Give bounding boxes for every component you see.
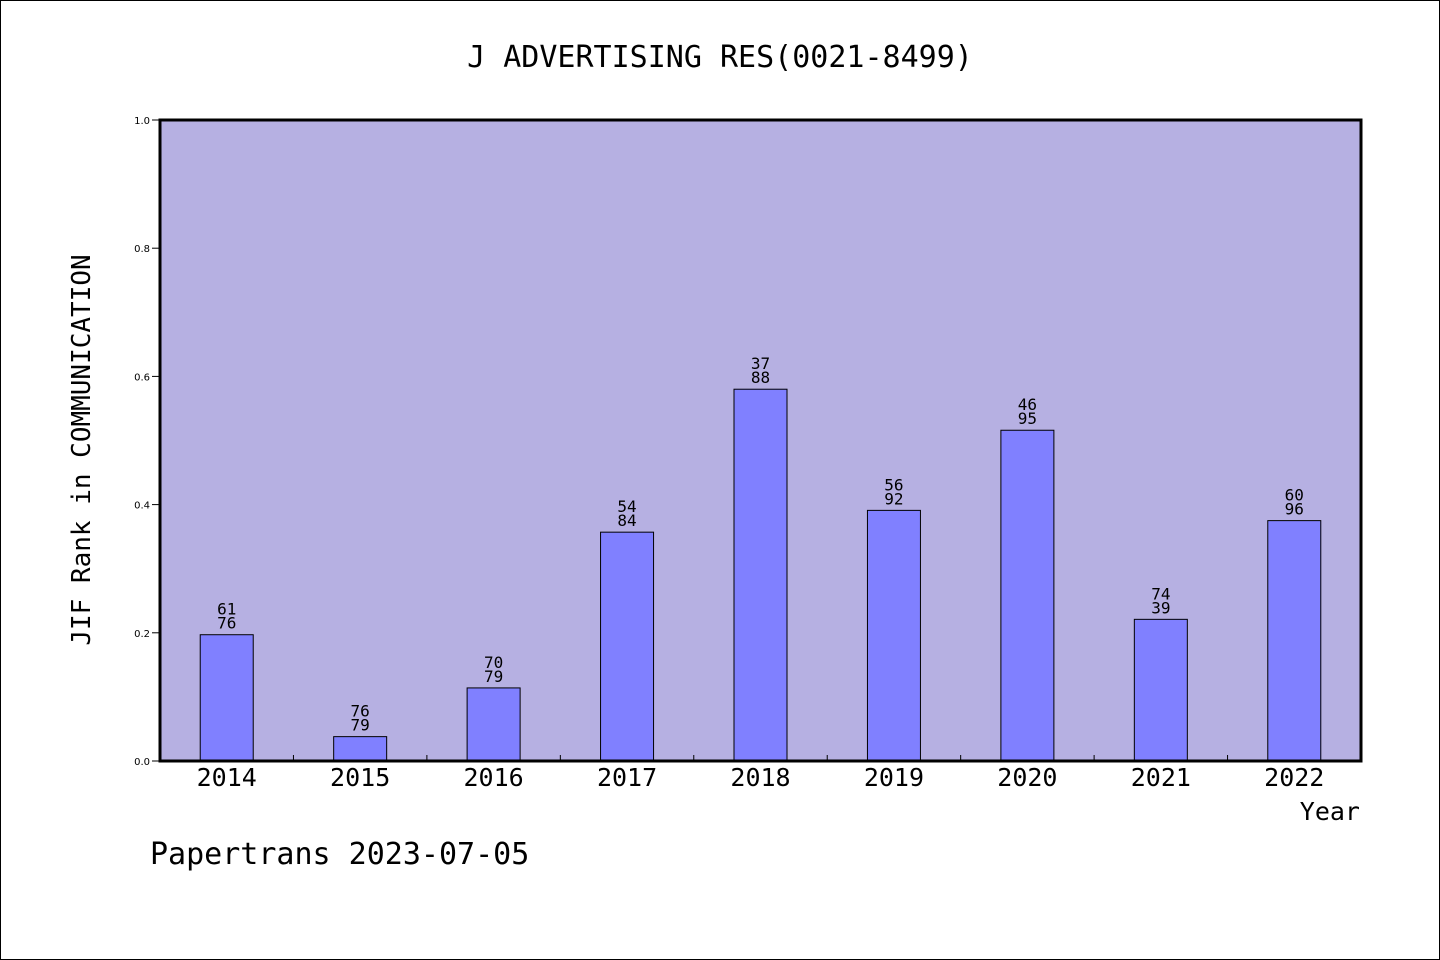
bar-2014 (199, 634, 254, 762)
y-tick-label-0.0: 0.0 (134, 757, 150, 768)
y-tick-label-0.4: 0.4 (134, 501, 150, 512)
bar-rank-label-2014: 61 (217, 600, 236, 619)
bar-rank-label-2016: 70 (484, 653, 503, 672)
y-axis-label: JIF Rank in COMMUNICATION (67, 254, 97, 645)
y-tick-label-1.0: 1.0 (134, 116, 150, 127)
plot-border (158, 118, 1363, 763)
bar-rank-label-2019: 56 (884, 475, 903, 494)
bar-2020 (1000, 429, 1055, 762)
bar-rank-label-2021: 74 (1151, 584, 1170, 603)
x-axis-label: Year (1300, 797, 1360, 826)
y-axis: 0.0 0.2 0.4 0.6 0.8 1.0 (134, 116, 160, 768)
bar-total-label-2016: 79 (484, 667, 503, 686)
x-tick-label-2022: 2022 (1264, 763, 1324, 792)
bar-2016 (466, 687, 521, 762)
bar-2021 (1133, 618, 1188, 762)
x-tick-label-2017: 2017 (597, 763, 657, 792)
x-tick-label-2020: 2020 (997, 763, 1057, 792)
chart-title: J ADVERTISING RES(0021-8499) (467, 40, 973, 75)
bar-total-label-2022: 96 (1285, 500, 1304, 519)
bar-2019 (866, 509, 921, 762)
x-tick-label-2016: 2016 (464, 763, 524, 792)
y-tick-label-0.8: 0.8 (134, 244, 150, 255)
x-tick-label-2015: 2015 (330, 763, 390, 792)
bar-2017 (600, 531, 655, 762)
bar-rank-label-2022: 60 (1285, 486, 1304, 505)
bar-total-label-2021: 39 (1151, 598, 1170, 617)
footer-source-date: Papertrans 2023-07-05 (150, 837, 529, 872)
x-tick-label-2021: 2021 (1131, 763, 1191, 792)
bar-rank-label-2018: 37 (751, 354, 770, 373)
bar-2015 (333, 736, 388, 762)
bar-total-label-2014: 76 (217, 614, 236, 633)
bar-2018 (733, 388, 788, 762)
bar-rank-label-2017: 54 (617, 497, 636, 516)
bar-total-label-2017: 84 (617, 511, 636, 530)
bar-rank-label-2015: 76 (351, 702, 370, 721)
x-tick-label-2019: 2019 (864, 763, 924, 792)
y-tick-label-0.2: 0.2 (134, 629, 150, 640)
y-tick-label-0.6: 0.6 (134, 372, 150, 383)
bar-total-label-2020: 95 (1018, 409, 1037, 428)
bar-total-label-2018: 88 (751, 368, 770, 387)
x-tick-label-2014: 2014 (197, 763, 257, 792)
bar-total-label-2015: 79 (351, 716, 370, 735)
bar-2022 (1267, 520, 1322, 762)
bars-group (199, 388, 1322, 762)
x-axis: 2014 2015 2016 2017 2018 2019 2020 2021 2022 (197, 755, 1324, 792)
x-tick-label-2018: 2018 (730, 763, 790, 792)
bar-rank-label-2020: 46 (1018, 395, 1037, 414)
bar-total-label-2019: 92 (884, 489, 903, 508)
